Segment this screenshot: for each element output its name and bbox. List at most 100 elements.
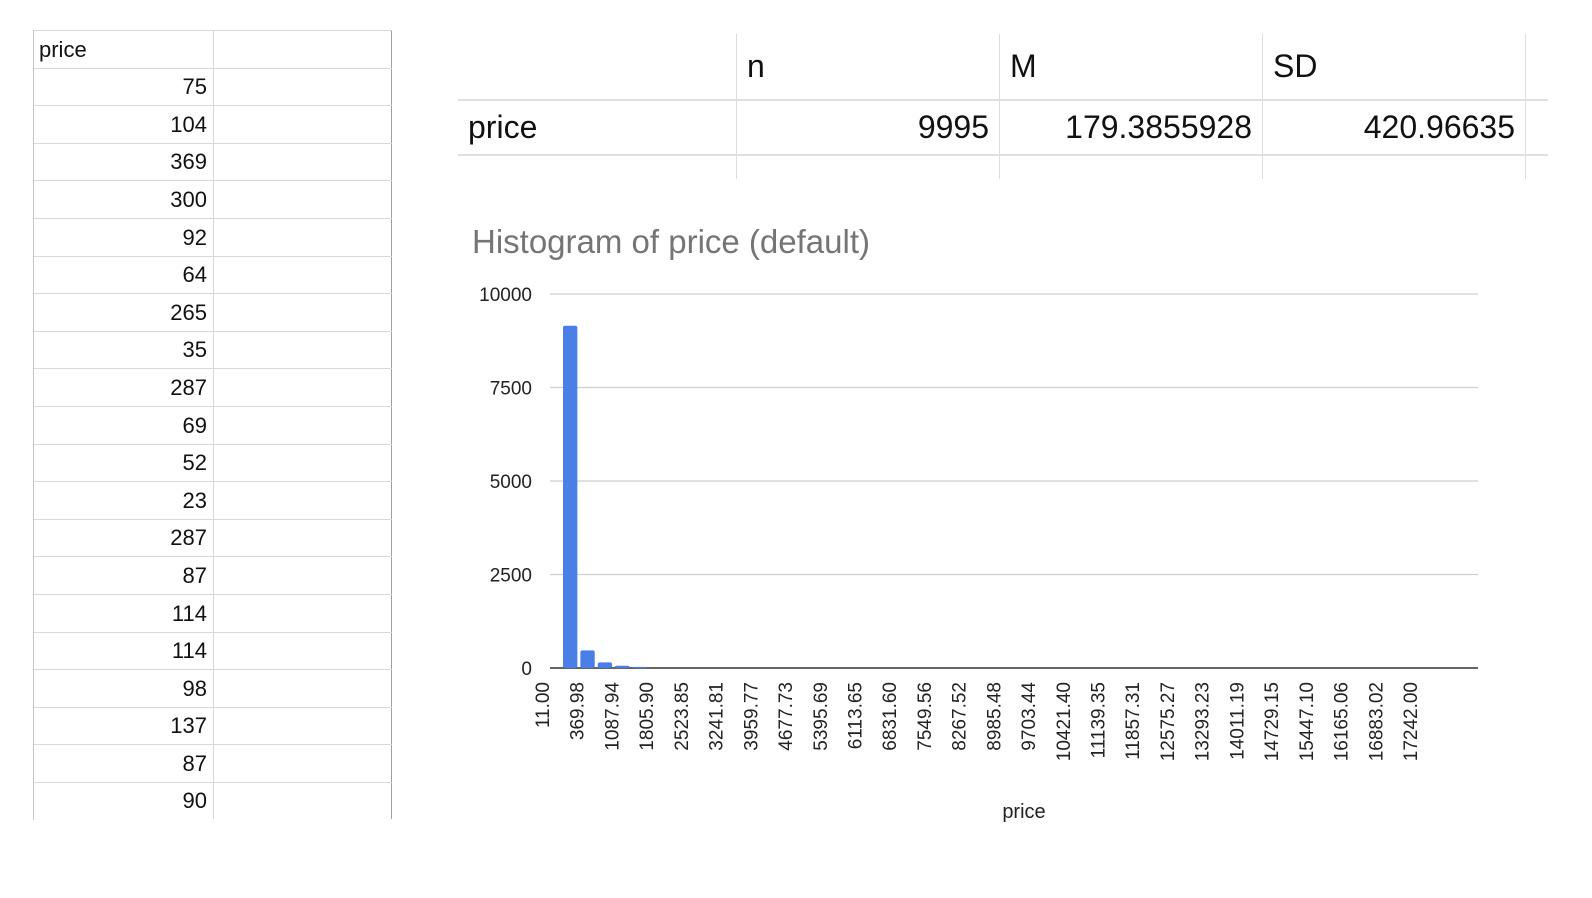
chart-plot-area: 0 2500 5000 7500 10000 11.00 369.98 1087.94 1805… [479,285,1478,823]
stats-corner-cell[interactable] [458,34,737,99]
sheet-empty-cell[interactable] [214,782,392,820]
x-axis-label: price [1002,801,1045,823]
x-tick-label: 10421.40 [1054,682,1075,761]
histogram-bar [632,666,647,668]
sheet-empty-cell[interactable] [214,632,392,670]
sheet-value-cell[interactable]: 75 [34,68,214,106]
sheet-row: 69 [34,405,392,444]
x-tick-label: 6113.65 [845,682,866,749]
sheet-empty-cell[interactable] [214,331,392,369]
stats-value-m[interactable]: 179.3855928 [1000,101,1263,154]
sheet-value-cell[interactable]: 87 [34,557,214,594]
sheet-empty-cell[interactable] [214,218,392,256]
sheet-value-cell[interactable]: 114 [34,632,214,670]
sheet-value-cell[interactable]: 369 [34,143,214,181]
sheet-empty-cell[interactable] [214,31,392,68]
x-tick-label: 1087.94 [602,682,623,751]
sheet-empty-cell[interactable] [214,707,392,745]
stats-header-m[interactable]: M [1000,34,1263,99]
sheet-row: 114 [34,593,392,632]
x-tick-label: 8267.52 [950,682,971,751]
sheet-row: 23 [34,481,392,519]
x-tick-label: 4677.73 [776,682,797,751]
sheet-value-cell[interactable]: 87 [34,745,214,782]
sheet-value-cell[interactable]: 98 [34,670,214,707]
x-tick-label: 16883.02 [1366,682,1387,761]
sheet-row: 369 [34,142,392,181]
sheet-empty-cell[interactable] [214,181,392,218]
sheet-row: 300 [34,180,392,218]
x-tick-label: 11.00 [533,682,554,728]
sheet-empty-cell[interactable] [214,594,392,632]
y-tick-label: 0 [521,659,532,680]
sheet-value-cell[interactable]: 92 [34,218,214,256]
sheet-value-cell[interactable]: 90 [34,782,214,820]
y-tick-label: 7500 [490,379,532,400]
x-tick-label: 14011.19 [1227,682,1248,760]
y-tick-label: 2500 [490,566,532,587]
sheet-empty-cell[interactable] [214,106,392,143]
x-tick-label: 16165.06 [1332,682,1353,761]
sheet-empty-cell[interactable] [214,256,392,294]
x-tick-label: 8985.48 [984,682,1005,751]
stats-header-n[interactable]: n [737,34,1000,99]
x-tick-label: 2523.85 [672,682,693,751]
sheet-header-cell[interactable]: price [34,31,214,68]
sheet-row: 52 [34,443,392,482]
x-tick-label: 15447.10 [1297,682,1318,761]
sheet-value-cell[interactable]: 52 [34,444,214,482]
sheet-empty-cell[interactable] [214,745,392,782]
sheet-row: 287 [34,518,392,557]
histogram-bar [615,665,630,668]
sheet-value-cell[interactable]: 137 [34,707,214,745]
stats-header-sd[interactable]: SD [1263,34,1526,99]
sheet-empty-cell[interactable] [214,482,392,519]
x-tick-label: 6831.60 [880,682,901,751]
x-tick-label: 7549.56 [915,682,936,751]
sheet-empty-cell[interactable] [214,68,392,106]
sheet-empty-cell[interactable] [214,143,392,181]
sheet-row: 90 [34,781,392,820]
x-tick-label: 13293.23 [1193,682,1214,761]
sheet-value-cell[interactable]: 287 [34,519,214,557]
sheet-value-cell[interactable]: 300 [34,181,214,218]
chart-title: Histogram of price (default) [472,223,870,260]
stats-row-label[interactable]: price [458,101,737,154]
sheet-empty-cell[interactable] [214,406,392,444]
sheet-empty-cell[interactable] [214,519,392,557]
stats-value-sd[interactable]: 420.96635 [1263,101,1526,154]
sheet-value-cell[interactable]: 104 [34,106,214,143]
descriptive-stats-table: n M SD price 9995 179.3855928 420.96635 [458,34,1548,179]
sheet-value-cell[interactable]: 287 [34,369,214,406]
sheet-header-row: price [34,30,392,68]
stats-value-n[interactable]: 9995 [737,101,1000,154]
x-tick-label: 5395.69 [811,682,832,751]
x-tick-label: 17242.00 [1401,682,1422,761]
x-tick-label: 3959.77 [741,682,762,751]
sheet-empty-cell[interactable] [214,557,392,594]
sheet-value-cell[interactable]: 64 [34,256,214,294]
y-tick-label: 10000 [479,285,532,306]
sheet-empty-cell[interactable] [214,369,392,406]
sheet-row: 98 [34,669,392,707]
sheet-empty-cell[interactable] [214,294,392,331]
histogram-bar [597,662,613,668]
sheet-value-cell[interactable]: 69 [34,406,214,444]
sheet-value-cell[interactable]: 114 [34,594,214,632]
y-tick-label: 5000 [490,472,532,493]
sheet-row: 35 [34,330,392,369]
sheet-empty-cell[interactable] [214,444,392,482]
sheet-row: 87 [34,744,392,782]
spreadsheet-column: price 75 104 369 300 92 64 265 35 287 69 52 23 287 87… [33,30,392,820]
sheet-row: 92 [34,217,392,256]
sheet-empty-cell[interactable] [214,670,392,707]
sheet-row: 114 [34,631,392,670]
x-tick-label: 11857.31 [1123,682,1144,760]
sheet-value-cell[interactable]: 35 [34,331,214,369]
histogram-chart[interactable]: Histogram of price (default) 0 2500 5000 75… [460,215,1500,855]
sheet-row: 75 [34,67,392,106]
x-tick-label: 12575.27 [1158,682,1179,761]
sheet-value-cell[interactable]: 23 [34,482,214,519]
sheet-value-cell[interactable]: 265 [34,294,214,331]
sheet-row: 287 [34,368,392,406]
